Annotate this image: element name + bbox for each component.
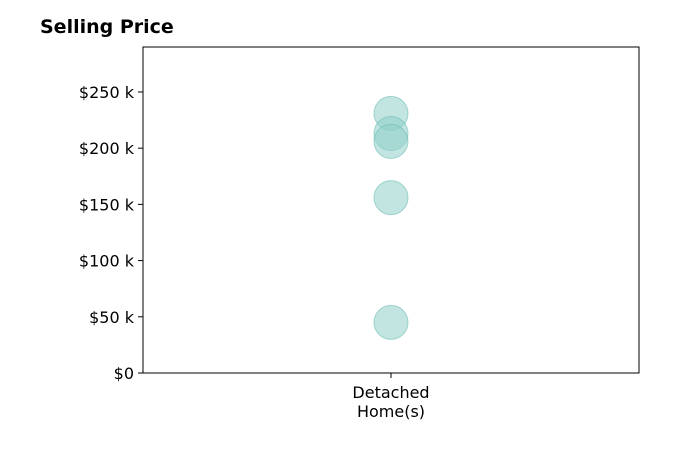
y-tick-label: $0 (114, 364, 134, 383)
data-point (373, 180, 409, 216)
y-axis: $0 $50 k $100 k $150 k $200 k $250 k (79, 83, 143, 383)
y-tick-label: $100 k (79, 252, 135, 271)
chart-title: Selling Price (40, 16, 174, 38)
y-tick-label: $50 k (89, 308, 135, 327)
y-tick-label: $200 k (79, 139, 135, 158)
x-axis: Detached Home(s) (352, 373, 430, 421)
data-point (373, 304, 409, 340)
data-point (373, 123, 409, 159)
y-tick-label: $250 k (79, 83, 135, 102)
x-tick-label: Detached Home(s) (352, 383, 429, 421)
data-points (373, 95, 409, 340)
y-tick-label: $150 k (79, 195, 135, 214)
